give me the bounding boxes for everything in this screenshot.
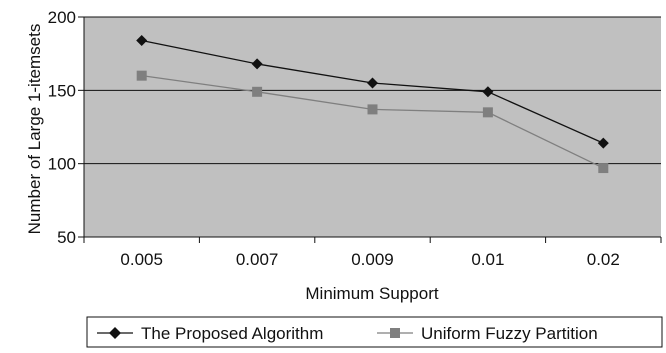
data-point-square <box>482 107 493 118</box>
x-ticks: 0.005 0.007 0.009 0.01 0.02 <box>83 237 662 269</box>
x-tick-label-0.02: 0.02 <box>587 250 620 269</box>
legend-box <box>86 316 663 348</box>
y-tick-label-150: 150 <box>48 81 76 100</box>
y-ticks: 50 100 150 200 <box>48 8 84 247</box>
data-point-diamond <box>136 34 148 46</box>
y-tick-label-200: 200 <box>48 8 76 27</box>
legend: The Proposed Algorithm Uniform Fuzzy Par… <box>86 316 663 348</box>
plot-area <box>84 17 661 237</box>
y-axis-title: Number of Large 1-itemsets <box>25 24 44 235</box>
legend-diamond-marker <box>109 327 121 339</box>
data-point-diamond <box>367 77 378 89</box>
series <box>136 34 609 174</box>
data-point-diamond <box>482 86 494 98</box>
data-point-square <box>598 163 609 174</box>
data-point-square <box>252 86 263 97</box>
data-point-diamond <box>251 58 263 70</box>
legend-label-proposed: The Proposed Algorithm <box>141 324 323 343</box>
x-tick-label-0.01: 0.01 <box>471 250 504 269</box>
x-tick-label-0.009: 0.009 <box>351 250 394 269</box>
data-point-square <box>367 104 378 115</box>
data-point-square <box>136 70 147 81</box>
legend-label-uniform: Uniform Fuzzy Partition <box>421 324 598 343</box>
y-tick-label-50: 50 <box>57 228 76 247</box>
x-tick-label-0.005: 0.005 <box>120 250 163 269</box>
x-tick-label-0.007: 0.007 <box>236 250 279 269</box>
y-tick-label-100: 100 <box>48 155 76 174</box>
data-point-diamond <box>597 137 609 149</box>
gridlines <box>84 16 661 165</box>
legend-square-marker <box>390 328 400 338</box>
x-axis-title: Minimum Support <box>305 284 438 303</box>
